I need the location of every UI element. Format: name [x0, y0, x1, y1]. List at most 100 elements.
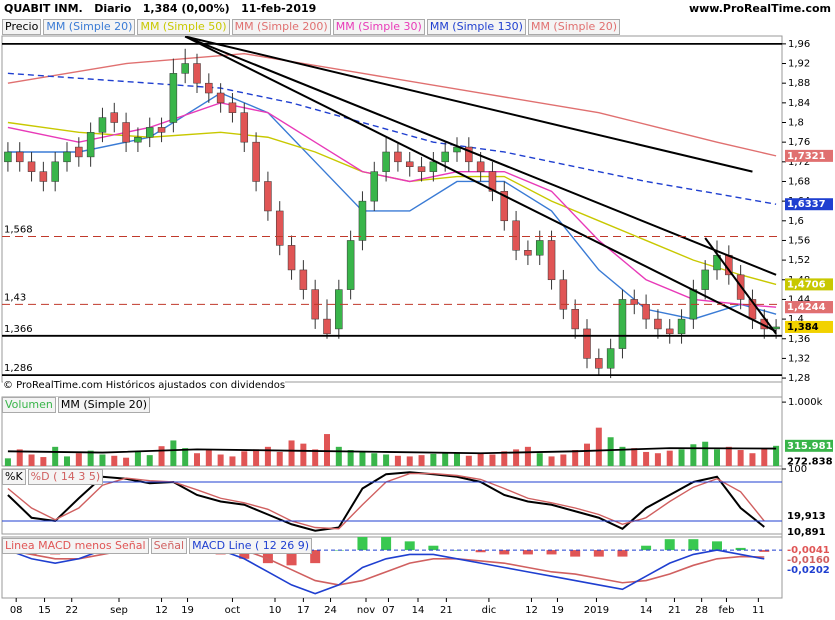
- x-tick-label: 21: [440, 605, 453, 616]
- value-tag-label: 10,891: [787, 527, 826, 538]
- value-tag: [785, 525, 833, 538]
- volume-bar: [489, 454, 496, 466]
- volume-bar: [241, 451, 248, 466]
- volume-legend: Volumen MM (Simple 20): [2, 397, 151, 413]
- plot-area: [4, 36, 780, 379]
- x-tick-label: nov: [357, 605, 375, 616]
- macd-bar: [310, 550, 321, 564]
- candle-body: [476, 161, 485, 172]
- y-tick-label: 100: [788, 464, 807, 475]
- header: QUABIT INM. Diario 1,384 (0,00%) 11-feb-…: [4, 2, 316, 15]
- x-tick-label: 19: [181, 605, 194, 616]
- macd-bar: [357, 537, 368, 551]
- candle-body: [701, 269, 709, 290]
- volume-bar: [430, 453, 437, 466]
- volume-bar: [146, 455, 153, 466]
- legend-item: MM (Simple 20): [57, 397, 151, 413]
- candle-body: [145, 127, 154, 138]
- x-tick-label: 2019: [584, 605, 609, 616]
- candle-body: [252, 141, 260, 182]
- y-tick-label: 1,92: [788, 59, 810, 70]
- candle-body: [358, 200, 367, 241]
- date: 11-feb-2019: [241, 2, 317, 15]
- series-line: [7, 471, 765, 532]
- candle-body: [181, 63, 189, 74]
- candle-body: [86, 132, 95, 158]
- volume-bar: [194, 453, 200, 466]
- x-tick-label: 28: [695, 605, 708, 616]
- candle-body: [193, 63, 201, 84]
- volume-bar: [465, 455, 472, 466]
- volume-bar: [631, 448, 638, 466]
- level-label: 1,366: [4, 324, 33, 335]
- volume-bar: [548, 456, 555, 466]
- x-tick-label: 14: [640, 605, 653, 616]
- x-tick-label: dic: [482, 605, 497, 616]
- series-line: [7, 121, 777, 286]
- y-tick-label: 1,32: [788, 353, 810, 364]
- note: © ProRealTime.com Históricos ajustados c…: [3, 380, 286, 391]
- volume-bar: [123, 457, 130, 466]
- candle-body: [524, 250, 532, 256]
- candle-body: [287, 245, 296, 271]
- candle-body: [642, 304, 650, 320]
- x-tick-label: sep: [110, 605, 128, 616]
- plot-area: [7, 471, 765, 532]
- volume-bar: [442, 453, 449, 466]
- x-tick-label: 12: [155, 605, 168, 616]
- y-tick-label: 1,68: [788, 176, 810, 187]
- value-tag-label: 19,913: [787, 511, 826, 522]
- candle-body: [465, 146, 473, 163]
- legend-item: %K: [2, 469, 26, 485]
- value-tag: [785, 439, 833, 452]
- volume-bar: [205, 450, 212, 466]
- macd-bar: [262, 550, 273, 564]
- candle-body: [429, 161, 438, 172]
- candle-body: [441, 151, 449, 163]
- x-tick-label: 14: [412, 605, 425, 616]
- quote: 1,384 (0,00%): [142, 2, 230, 15]
- legend-item: MM (Simple 200): [231, 19, 331, 35]
- candle-body: [335, 289, 343, 330]
- candle-body: [559, 279, 568, 310]
- volume-bar: [324, 434, 330, 466]
- value-tag: [785, 320, 833, 333]
- x-tick-label: 08: [10, 605, 23, 616]
- x-tick-label: 07: [382, 605, 395, 616]
- trend-line: [704, 237, 777, 335]
- level-label: 1,568: [4, 225, 33, 236]
- volume-bar: [595, 427, 602, 466]
- candle-body: [405, 161, 414, 167]
- value-tag-label: -0,0202: [787, 565, 830, 576]
- volume-bar: [111, 455, 118, 466]
- y-tick-label: 1,84: [788, 98, 810, 109]
- value-tag: [785, 510, 833, 523]
- volume-bar: [454, 452, 460, 466]
- candle-body: [75, 146, 83, 158]
- volume-bar: [359, 451, 366, 466]
- volume-bar: [312, 449, 319, 466]
- volume-bar: [607, 437, 614, 466]
- macd-bar: [759, 550, 770, 552]
- value-tag-label: 1,384: [787, 322, 819, 333]
- x-tick-label: oct: [225, 605, 241, 616]
- macd-bar: [428, 545, 439, 551]
- trend-line: [184, 36, 753, 173]
- volume-bar: [52, 446, 59, 466]
- x-tick-label: 21: [668, 605, 681, 616]
- candle-body: [157, 127, 166, 133]
- candle-body: [630, 299, 639, 305]
- trend-line: [184, 36, 777, 276]
- x-tick-label: 19: [551, 605, 564, 616]
- volume-bar: [619, 446, 626, 466]
- candle-body: [595, 358, 603, 369]
- period: Diario: [94, 2, 132, 15]
- candle-body: [394, 151, 402, 163]
- value-tag: [785, 149, 833, 162]
- value-tag: [785, 278, 833, 291]
- candle-body: [417, 166, 426, 172]
- volume-bar: [335, 446, 342, 466]
- value-tag: [785, 301, 833, 314]
- volume-bar: [347, 450, 354, 466]
- value-tag-label: -0,0041: [787, 545, 830, 556]
